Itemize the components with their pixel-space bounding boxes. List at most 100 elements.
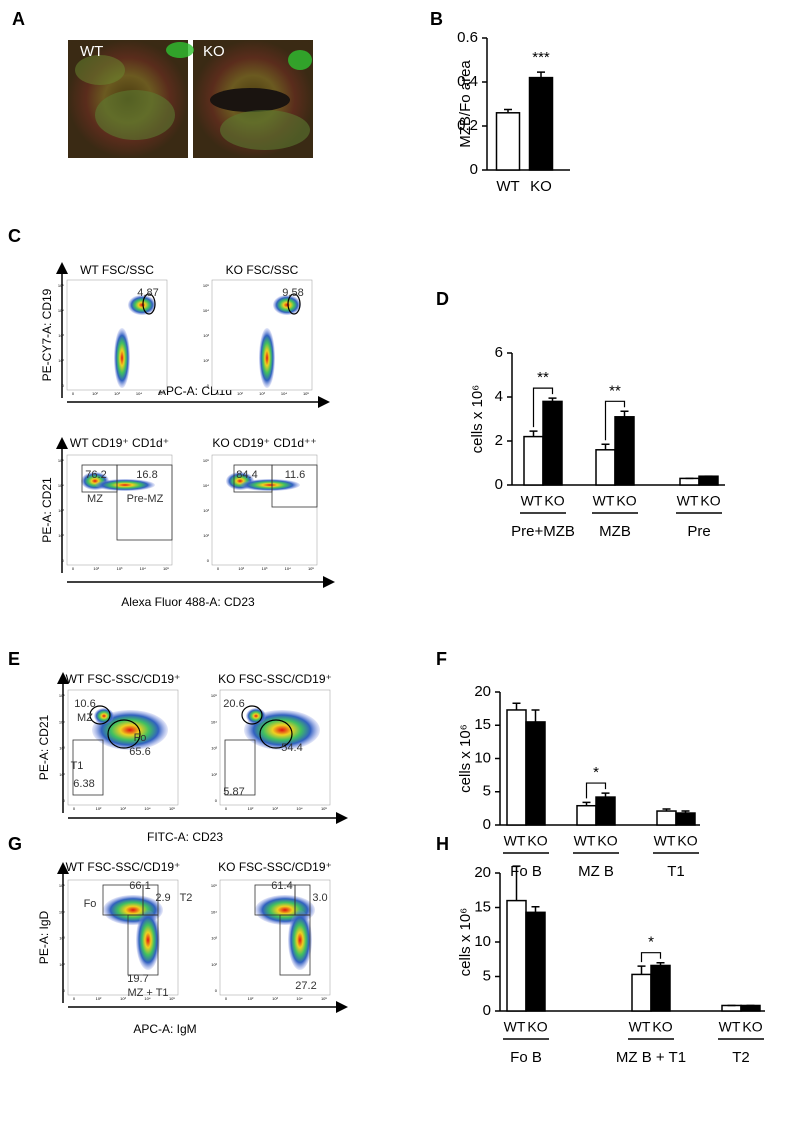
flow-axis-tick: 10² [96, 996, 102, 1001]
gate-label: 6.38 [73, 778, 94, 790]
x-tick-label: Pre+MZB [511, 523, 575, 540]
legend-label: WT [504, 833, 526, 849]
y-tick-label: 0 [470, 161, 478, 178]
error-bar [512, 702, 521, 710]
gate-label: 54.4 [281, 742, 302, 754]
sig-bracket [585, 782, 607, 799]
bar [650, 964, 671, 1012]
flow-axis-tick: 10⁴ [296, 996, 302, 1001]
cell-density [94, 708, 114, 724]
bar [525, 721, 546, 826]
flow-plot-title: KO CD19⁺ CD1d⁺⁺ [212, 436, 316, 450]
cell-density [114, 328, 130, 388]
cell-density [259, 328, 275, 388]
flow-axis-tick: 10³ [203, 333, 209, 338]
flow-plot-title: KO FSC-SSC/CD19⁺ [218, 860, 332, 874]
y-tick-label: 0.4 [457, 73, 478, 90]
legend-label: KO [700, 493, 720, 509]
legend-label: KO [616, 493, 636, 509]
flow-axis-tick: 10³ [59, 936, 65, 941]
flow-axis-tick: 10⁴ [281, 391, 287, 396]
flow-axis-tick: 10⁵ [169, 996, 175, 1001]
flow-axis-tick: 10² [58, 358, 64, 363]
gate-label: MZ + T1 [127, 987, 168, 999]
gate-label: 5.87 [223, 786, 244, 798]
error-bar [537, 71, 545, 78]
flow-plot-title: KO FSC-SSC/CD19⁺ [218, 672, 332, 686]
bar [542, 400, 563, 486]
y-tick-label: 5 [483, 967, 491, 984]
y-tick-label: 6 [495, 344, 503, 361]
significance: ** [609, 382, 621, 399]
x-axis-label: APC-A: IgM [133, 1022, 196, 1036]
error-bar [662, 808, 671, 812]
flow-axis-tick: 10³ [117, 566, 123, 571]
legend-label: WT [629, 1019, 651, 1035]
gate [241, 705, 263, 725]
flow-axis-tick: 0 [215, 798, 218, 803]
flow-axis-tick: 0 [225, 806, 228, 811]
flow-axis-tick: 10⁴ [140, 566, 146, 571]
y-axis-label: cells x 10⁶ [469, 385, 486, 454]
flow-axis-tick: 10⁵ [58, 283, 64, 288]
gate [224, 739, 256, 796]
flow-axis-tick: 10³ [211, 746, 217, 751]
error-bar [601, 792, 610, 798]
bar [721, 1004, 742, 1012]
gate [142, 293, 156, 315]
x-axis-label: FITC-A: CD23 [147, 830, 223, 844]
tissue-region [210, 88, 290, 112]
panel-label: B [430, 9, 443, 29]
flow-axis-tick: 0 [63, 798, 66, 803]
x-tick-label: MZ B + T1 [616, 1049, 686, 1066]
flow-axis-tick: 0 [217, 391, 220, 396]
cell-density [288, 910, 312, 970]
legend-label: WT [574, 833, 596, 849]
cell-density [95, 479, 155, 491]
panel-label: D [436, 289, 449, 309]
flow-axis-tick: 10⁵ [163, 566, 169, 571]
flow-axis-tick: 10⁴ [211, 719, 217, 724]
significance: *** [532, 49, 550, 66]
y-axis-label: PE-A: CD21 [37, 714, 51, 780]
panel-label: C [8, 226, 21, 246]
x-tick-label: WT [496, 178, 519, 195]
gate [259, 719, 293, 749]
y-tick-label: 15 [474, 716, 491, 733]
legend-label: WT [719, 1019, 741, 1035]
bar [740, 1004, 761, 1012]
bar [631, 973, 652, 1012]
bar [675, 812, 696, 826]
gate [279, 914, 311, 976]
gate [271, 464, 318, 508]
x-tick-label: T2 [732, 1049, 750, 1066]
flow-axis-tick: 10⁵ [321, 806, 327, 811]
flow-axis-tick: 10³ [59, 746, 65, 751]
error-bar [656, 961, 665, 966]
panel-label: H [436, 834, 449, 854]
flow-axis-tick: 10⁵ [169, 806, 175, 811]
flow-axis-tick: 0 [217, 566, 220, 571]
flow-axis-tick: 10² [59, 772, 65, 777]
flow-axis-tick: 10³ [203, 508, 209, 513]
y-axis-label: PE-A: CD21 [40, 477, 54, 543]
bar [576, 804, 597, 826]
flow-plot-frame [211, 454, 318, 566]
flow-axis-tick: 10² [248, 806, 254, 811]
gate-label: 11.6 [285, 469, 306, 481]
flow-axis-tick: 10² [59, 962, 65, 967]
gate-label: 84.4 [236, 469, 257, 481]
y-axis-label: MZB/Fo area [457, 60, 474, 148]
y-axis-label: cells x 10⁶ [457, 724, 474, 793]
flow-axis-tick: 10⁴ [211, 909, 217, 914]
flow-axis-tick: 10⁴ [59, 719, 65, 724]
y-axis-label: PE-CY7-A: CD19 [40, 288, 54, 381]
legend-label: KO [597, 833, 617, 849]
x-axis-label: Alexa Fluor 488-A: CD23 [121, 595, 255, 609]
gate-label: 61.4 [271, 880, 292, 892]
tissue-region [75, 55, 125, 85]
flow-axis-tick: 10³ [259, 391, 265, 396]
bar [525, 911, 546, 1012]
cell-density [273, 295, 301, 315]
panel-label: G [8, 834, 22, 854]
